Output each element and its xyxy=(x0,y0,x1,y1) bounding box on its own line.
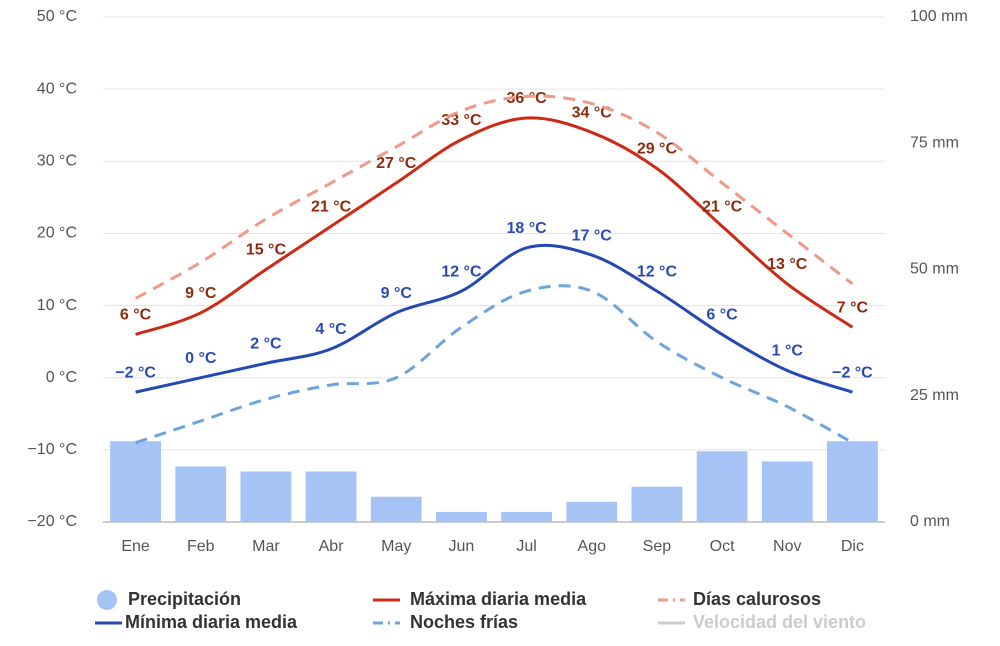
x-tick-label: Sep xyxy=(643,538,672,555)
y-tick-label: −20 °C xyxy=(27,513,77,530)
x-tick-label: Jul xyxy=(516,538,536,555)
data-label: 4 °C xyxy=(315,321,347,338)
bar xyxy=(761,461,813,522)
y2-tick-label: 25 mm xyxy=(910,387,959,404)
data-label: −2 °C xyxy=(832,364,873,381)
data-label: 6 °C xyxy=(120,307,152,324)
y-tick-label: 50 °C xyxy=(37,8,77,25)
data-label: −2 °C xyxy=(115,364,156,381)
legend-label: Máxima diaria media xyxy=(410,589,587,609)
data-label: 33 °C xyxy=(441,112,482,129)
y-tick-label: 10 °C xyxy=(37,297,77,314)
data-label: 0 °C xyxy=(185,350,217,367)
bar xyxy=(305,471,357,522)
data-label: 27 °C xyxy=(376,155,417,172)
line xyxy=(135,284,854,445)
legend-label: Velocidad del viento xyxy=(693,612,866,632)
bar xyxy=(566,501,618,522)
data-label: 12 °C xyxy=(441,263,482,280)
data-label: 36 °C xyxy=(506,90,547,107)
y2-tick-label: 50 mm xyxy=(910,261,959,278)
bar xyxy=(110,441,161,522)
data-label: 34 °C xyxy=(572,105,613,122)
data-label: 6 °C xyxy=(706,307,738,324)
x-tick-label: Ene xyxy=(121,538,150,555)
data-label: 21 °C xyxy=(702,198,743,215)
data-label: 7 °C xyxy=(837,299,869,316)
x-tick-label: Abr xyxy=(319,538,345,555)
bar xyxy=(175,466,227,522)
bar xyxy=(827,441,878,522)
x-tick-label: Feb xyxy=(187,538,215,555)
x-tick-label: May xyxy=(381,538,411,555)
data-label: 13 °C xyxy=(767,256,808,273)
data-label: 18 °C xyxy=(506,220,547,237)
data-label: 21 °C xyxy=(311,198,352,215)
y-tick-label: −10 °C xyxy=(27,441,77,458)
y-tick-label: 30 °C xyxy=(37,153,77,170)
data-label: 1 °C xyxy=(772,343,804,360)
legend-label: Días calurosos xyxy=(693,589,821,609)
data-label: 17 °C xyxy=(572,227,613,244)
y2-tick-label: 75 mm xyxy=(910,134,959,151)
legend-label: Noches frías xyxy=(410,612,518,632)
bar xyxy=(240,471,292,522)
bar xyxy=(370,496,422,522)
data-label: 9 °C xyxy=(381,285,413,302)
bar xyxy=(631,486,683,522)
bar xyxy=(696,451,748,522)
data-label: 9 °C xyxy=(185,285,217,302)
y-tick-label: 20 °C xyxy=(37,225,77,242)
y2-tick-label: 100 mm xyxy=(910,8,968,25)
x-tick-label: Nov xyxy=(773,538,801,555)
legend-label: Mínima diaria media xyxy=(125,612,298,632)
legend-swatch xyxy=(97,590,117,610)
x-tick-label: Dic xyxy=(841,538,864,555)
x-tick-label: Oct xyxy=(710,538,735,555)
data-label: 15 °C xyxy=(246,242,287,259)
legend-label: Precipitación xyxy=(128,589,241,609)
x-tick-label: Ago xyxy=(578,538,607,555)
x-tick-label: Mar xyxy=(252,538,280,555)
bar xyxy=(436,511,487,522)
y-tick-label: 40 °C xyxy=(37,80,77,97)
line xyxy=(135,116,854,336)
data-label: 29 °C xyxy=(637,141,678,158)
y2-tick-label: 0 mm xyxy=(910,513,950,530)
data-label: 2 °C xyxy=(250,336,282,353)
line xyxy=(134,94,854,300)
y-tick-label: 0 °C xyxy=(46,369,77,386)
x-tick-label: Jun xyxy=(449,538,475,555)
data-label: 12 °C xyxy=(637,263,678,280)
bar xyxy=(501,511,552,522)
line xyxy=(135,243,853,394)
